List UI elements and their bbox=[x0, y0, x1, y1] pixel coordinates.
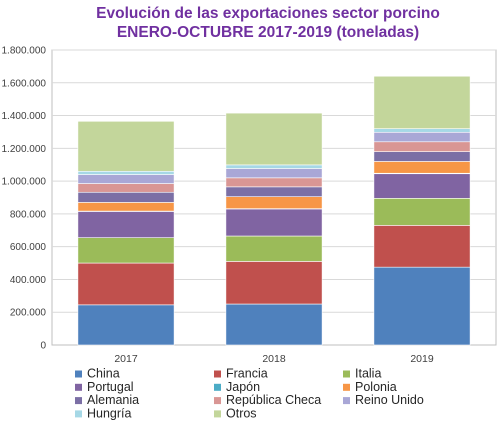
bar-segment bbox=[373, 141, 471, 152]
bar-segment bbox=[225, 186, 323, 197]
y-tick-label: 1.800.000 bbox=[2, 46, 47, 57]
bar-segment bbox=[77, 120, 175, 172]
chart-title-line-1: Evolución de las exportaciones sector po… bbox=[96, 5, 440, 22]
bar-segment bbox=[225, 112, 323, 166]
y-tick-label: 1.600.000 bbox=[2, 78, 47, 89]
legend-label: Hungría bbox=[87, 406, 132, 420]
y-tick-label: 200.000 bbox=[10, 308, 47, 319]
legend-swatch bbox=[214, 397, 221, 405]
legend-swatch bbox=[214, 410, 221, 418]
bar-segment bbox=[373, 266, 471, 346]
legend-label: Alemania bbox=[87, 393, 139, 407]
x-tick-label: 2018 bbox=[262, 353, 286, 365]
bar-segment bbox=[373, 173, 471, 199]
legend: China Francia Italia Portugal Japón Polonia Al… bbox=[75, 367, 424, 420]
bar-segment bbox=[225, 168, 323, 179]
y-tick-label: 1.200.000 bbox=[2, 144, 47, 155]
legend-label: Reino Unido bbox=[355, 393, 424, 407]
bar-segment bbox=[77, 211, 175, 238]
y-tick-label: 600.000 bbox=[10, 242, 47, 253]
bar-segment bbox=[225, 196, 323, 209]
y-tick-label: 0 bbox=[40, 341, 46, 352]
legend-swatch bbox=[214, 383, 221, 391]
x-tick-label: 2017 bbox=[114, 353, 138, 365]
legend-swatch bbox=[75, 410, 82, 418]
legend-label: Japón bbox=[226, 380, 260, 394]
plot-area: 0 200.000 400.000 600.000 800.000 1.000.000 1.… bbox=[2, 46, 497, 365]
bar-segment bbox=[225, 303, 323, 346]
bar-segment bbox=[373, 75, 471, 129]
y-tick-label: 400.000 bbox=[10, 275, 47, 286]
bar-segment bbox=[77, 191, 175, 203]
legend-label: Otros bbox=[226, 406, 257, 420]
x-tick-label: 2019 bbox=[410, 353, 434, 365]
bar-segment bbox=[77, 174, 175, 184]
bar-segment bbox=[77, 304, 175, 346]
bar-segment bbox=[225, 164, 323, 169]
bar-segment bbox=[77, 237, 175, 264]
bar-segment bbox=[373, 198, 471, 226]
y-tick-label: 1.000.000 bbox=[2, 177, 47, 188]
y-tick-label: 800.000 bbox=[10, 209, 47, 220]
legend-swatch bbox=[343, 397, 350, 405]
legend-label: Polonia bbox=[355, 380, 397, 394]
bar-segment bbox=[77, 170, 175, 175]
chart-title-line-2: ENERO-OCTUBRE 2017-2019 (toneladas) bbox=[117, 24, 419, 41]
bar-segment bbox=[225, 235, 323, 262]
legend-label: Francia bbox=[226, 367, 268, 381]
legend-label: República Checa bbox=[226, 393, 321, 407]
legend-label: Portugal bbox=[87, 380, 134, 394]
legend-label: Italia bbox=[355, 367, 381, 381]
bar-segment bbox=[225, 177, 323, 188]
y-tick-label: 1.400.000 bbox=[2, 111, 47, 122]
bar-segment bbox=[373, 225, 471, 268]
bar-segment bbox=[373, 151, 471, 162]
bar-segment bbox=[77, 183, 175, 193]
bar-segment bbox=[225, 261, 323, 305]
legend-swatch bbox=[214, 370, 221, 378]
legend-label: China bbox=[87, 367, 120, 381]
legend-swatch bbox=[75, 370, 82, 378]
bar-segment bbox=[77, 202, 175, 212]
bar-segment bbox=[373, 161, 471, 174]
legend-swatch bbox=[343, 370, 350, 378]
bar-segment bbox=[225, 208, 323, 237]
bar-segment bbox=[77, 262, 175, 306]
bar-segment bbox=[373, 128, 471, 133]
bar-segment bbox=[373, 131, 471, 143]
legend-swatch bbox=[343, 383, 350, 391]
legend-swatch bbox=[75, 397, 82, 405]
legend-swatch bbox=[75, 383, 82, 391]
